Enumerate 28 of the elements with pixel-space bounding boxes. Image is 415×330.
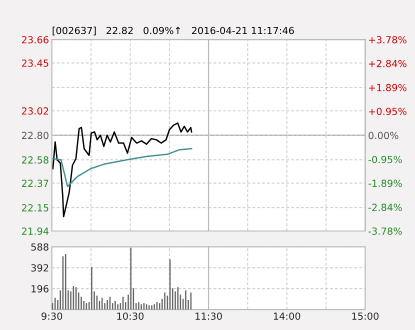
x-tick-label: 11:30 xyxy=(196,312,222,320)
text: -2.84% xyxy=(368,204,402,212)
y-tick-label: 588 xyxy=(31,243,48,251)
text: +3.78% xyxy=(369,36,406,44)
line-series xyxy=(52,122,192,218)
y-tick-label: 392 xyxy=(31,264,48,272)
text: -0.95% xyxy=(368,156,402,164)
y-tick-label: 21.94 xyxy=(22,227,49,235)
y-tick-label: 22.80 xyxy=(22,132,48,140)
x-tick-label: 9:30 xyxy=(42,312,62,320)
x-tick-label: 15:00 xyxy=(352,312,379,320)
x-tick-label: 14:00 xyxy=(274,312,300,320)
x-tick-label: 10:30 xyxy=(117,312,144,320)
y-tick-label: 22.15 xyxy=(22,204,48,212)
text: -1.89% xyxy=(368,180,402,187)
chart-title: [002637] 22.82 0.09%↑ 2016-04-21 11:17:46 xyxy=(52,26,294,36)
y-tick-label: 22.58 xyxy=(22,156,48,164)
y-tick-label: 22.37 xyxy=(22,180,48,187)
text: +2.84% xyxy=(369,60,406,68)
line-series xyxy=(52,148,192,188)
y-tick-label: 196 xyxy=(32,285,48,292)
y-tick-label: 23.66 xyxy=(22,36,48,44)
y-tick-label: 23.45 xyxy=(22,59,48,67)
text: +1.89% xyxy=(369,84,406,92)
y-tick-label: 23.02 xyxy=(22,107,48,115)
text: -3.78% xyxy=(368,227,402,235)
text: +0.95% xyxy=(369,108,406,116)
text: 0.00% xyxy=(368,132,398,140)
